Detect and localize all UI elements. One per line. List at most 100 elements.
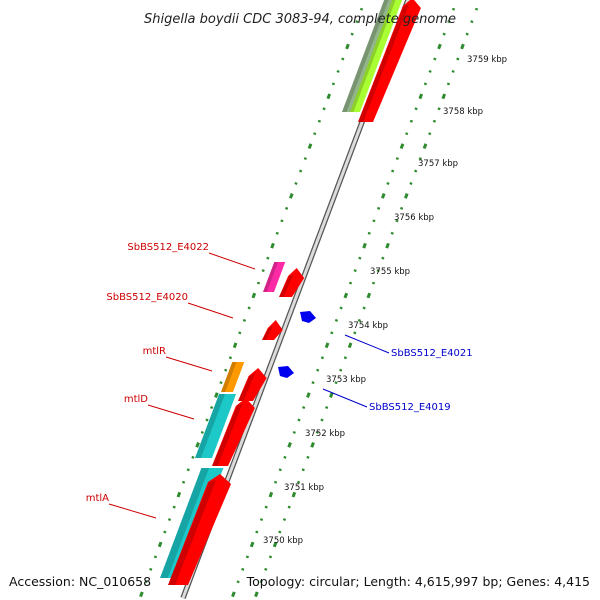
- gene-label: SbBS512_E4021: [391, 348, 473, 359]
- tick-mark: [247, 306, 251, 310]
- tick-mark: [284, 206, 289, 210]
- tick-mark: [241, 567, 245, 571]
- gene-block-mtla: [168, 474, 232, 585]
- tick-mark: [399, 143, 405, 149]
- tick-mark: [264, 567, 268, 571]
- tick-mark: [191, 455, 195, 459]
- tick-mark: [470, 20, 474, 24]
- tick-mark: [289, 193, 294, 199]
- tick-mark: [238, 331, 242, 335]
- tick-mark: [399, 206, 404, 210]
- tick-mark: [355, 20, 359, 24]
- tick-mark: [423, 82, 428, 86]
- tick-mark: [297, 418, 301, 422]
- tick-mark: [303, 157, 307, 161]
- accession-text: Accession: NC_010658: [9, 574, 151, 589]
- tick-mark: [231, 591, 236, 598]
- tick-mark: [409, 181, 413, 185]
- callout-line: [208, 252, 256, 270]
- tick-mark: [414, 169, 418, 173]
- tick-mark: [254, 591, 259, 598]
- tick-mark: [339, 368, 343, 372]
- tick-mark: [437, 43, 442, 50]
- callout-line: [322, 388, 368, 408]
- tick-mark: [268, 555, 273, 559]
- tick-mark: [210, 406, 214, 410]
- tick-mark: [205, 418, 209, 422]
- tick-mark: [139, 591, 144, 598]
- tick-mark: [259, 580, 263, 584]
- tick-mark: [280, 219, 284, 223]
- tick-mark: [391, 169, 395, 173]
- tick-mark: [441, 93, 447, 100]
- tick-mark: [236, 580, 240, 584]
- tick-mark: [313, 132, 317, 136]
- gene-features: [160, 0, 421, 585]
- gene-block-mtlr: [238, 368, 267, 401]
- tick-mark: [350, 32, 354, 36]
- tick-mark: [273, 480, 278, 484]
- tick-mark: [172, 505, 176, 509]
- tick-mark: [460, 43, 465, 50]
- callout-line: [187, 302, 234, 319]
- tick-label: 3753 kbp: [326, 375, 366, 385]
- tick-mark: [437, 107, 441, 111]
- tick-mark: [390, 231, 394, 235]
- tick-mark: [232, 342, 238, 349]
- gene-block-e4019: [278, 366, 294, 378]
- tick-label: 3756 kbp: [394, 213, 434, 223]
- tick-mark: [381, 193, 386, 199]
- tick-mark: [245, 555, 250, 559]
- tick-mark: [409, 119, 413, 123]
- tick-mark: [366, 292, 372, 299]
- tick-mark: [278, 530, 282, 534]
- tick-mark: [270, 242, 275, 249]
- gene-label: SbBS512_E4022: [127, 242, 209, 253]
- tick-mark: [195, 442, 200, 448]
- tick-mark: [311, 381, 315, 385]
- tick-mark: [404, 193, 409, 199]
- tick-mark: [302, 406, 306, 410]
- tick-mark: [326, 93, 332, 100]
- tick-mark: [296, 480, 301, 484]
- tick-mark: [386, 181, 390, 185]
- gene-label: SbBS512_E4019: [369, 402, 451, 413]
- tick-mark: [372, 219, 376, 223]
- tick-mark: [331, 82, 336, 86]
- tick-mark: [310, 442, 315, 448]
- tick-mark: [451, 69, 455, 73]
- tick-mark: [371, 281, 376, 285]
- tick-mark: [348, 281, 353, 285]
- tick-mark: [345, 43, 350, 50]
- tick-mark: [451, 7, 456, 11]
- tick-mark: [324, 342, 330, 349]
- tick-mark: [334, 381, 338, 385]
- tick-mark: [167, 518, 172, 522]
- tick-mark: [219, 381, 223, 385]
- topology-text: Topology: circular; Length: 4,615,997 bp…: [246, 574, 590, 589]
- tick-mark: [320, 418, 324, 422]
- tick-mark: [341, 57, 345, 61]
- tick-mark: [307, 143, 313, 149]
- callout-line: [147, 404, 195, 420]
- tick-mark: [294, 181, 298, 185]
- tick-mark: [261, 269, 265, 273]
- tick-mark: [418, 157, 422, 161]
- tick-mark: [256, 281, 261, 285]
- tick-mark: [228, 356, 233, 360]
- tick-mark: [376, 269, 380, 273]
- gene-block-e4020: [262, 320, 283, 340]
- tick-mark: [315, 430, 319, 434]
- gene-block-magenta: [263, 262, 286, 292]
- tick-label: 3750 kbp: [263, 536, 303, 546]
- tick-mark: [385, 242, 390, 249]
- tick-mark: [301, 468, 305, 472]
- tick-mark: [395, 219, 399, 223]
- tick-mark: [224, 368, 228, 372]
- gene-callouts: SbBS512_E4022 SbBS512_E4020 mtlR mtlD mtlA Sb…: [86, 242, 473, 519]
- callout-line: [165, 356, 213, 372]
- tick-mark: [292, 430, 296, 434]
- tick-mark: [287, 505, 291, 509]
- tick-mark: [299, 169, 303, 173]
